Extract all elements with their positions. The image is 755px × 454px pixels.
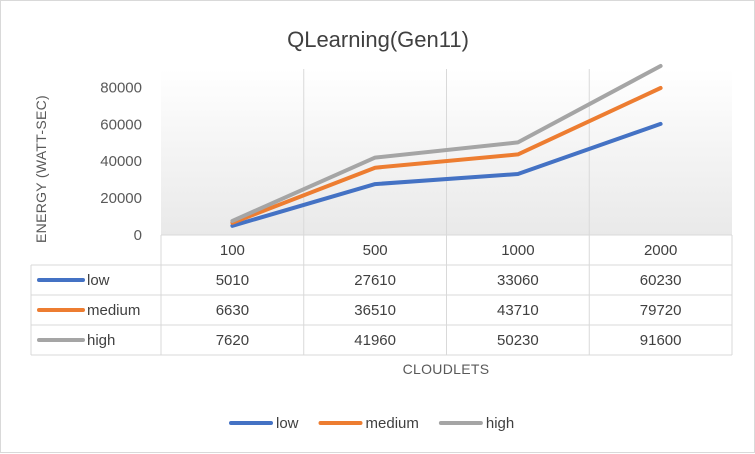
table-cell-value: 50230 bbox=[497, 332, 539, 349]
legend-label: low bbox=[276, 415, 299, 432]
table-series-label: low bbox=[87, 272, 110, 289]
legend-label: medium bbox=[366, 415, 419, 432]
x-tick-label: 2000 bbox=[644, 242, 677, 259]
y-tick-label: 60000 bbox=[100, 116, 142, 133]
x-tick-label: 500 bbox=[363, 242, 388, 259]
table-cell-value: 60230 bbox=[640, 272, 682, 289]
table-cell-value: 41960 bbox=[354, 332, 396, 349]
y-tick-label: 80000 bbox=[100, 79, 142, 96]
table-cell-value: 27610 bbox=[354, 272, 396, 289]
table-cell-value: 33060 bbox=[497, 272, 539, 289]
table-cell-value: 91600 bbox=[640, 332, 682, 349]
y-tick-label: 0 bbox=[134, 227, 142, 244]
table-cell-value: 6630 bbox=[216, 302, 249, 319]
chart-title: QLearning(Gen11) bbox=[287, 27, 469, 52]
table-cell-value: 79720 bbox=[640, 302, 682, 319]
table-series-label: high bbox=[87, 332, 115, 349]
y-tick-label: 20000 bbox=[100, 190, 142, 207]
x-tick-label: 1000 bbox=[501, 242, 534, 259]
table-cell-value: 7620 bbox=[216, 332, 249, 349]
table-series-label: medium bbox=[87, 302, 140, 319]
table-cell-value: 5010 bbox=[216, 272, 249, 289]
table-cell-value: 36510 bbox=[354, 302, 396, 319]
legend-label: high bbox=[486, 415, 514, 432]
x-axis-title: CLOUDLETS bbox=[403, 361, 490, 377]
y-axis-title: ENERGY (WATT-SEC) bbox=[33, 95, 49, 243]
table-cell-value: 43710 bbox=[497, 302, 539, 319]
y-tick-label: 40000 bbox=[100, 153, 142, 170]
x-tick-label: 100 bbox=[220, 242, 245, 259]
